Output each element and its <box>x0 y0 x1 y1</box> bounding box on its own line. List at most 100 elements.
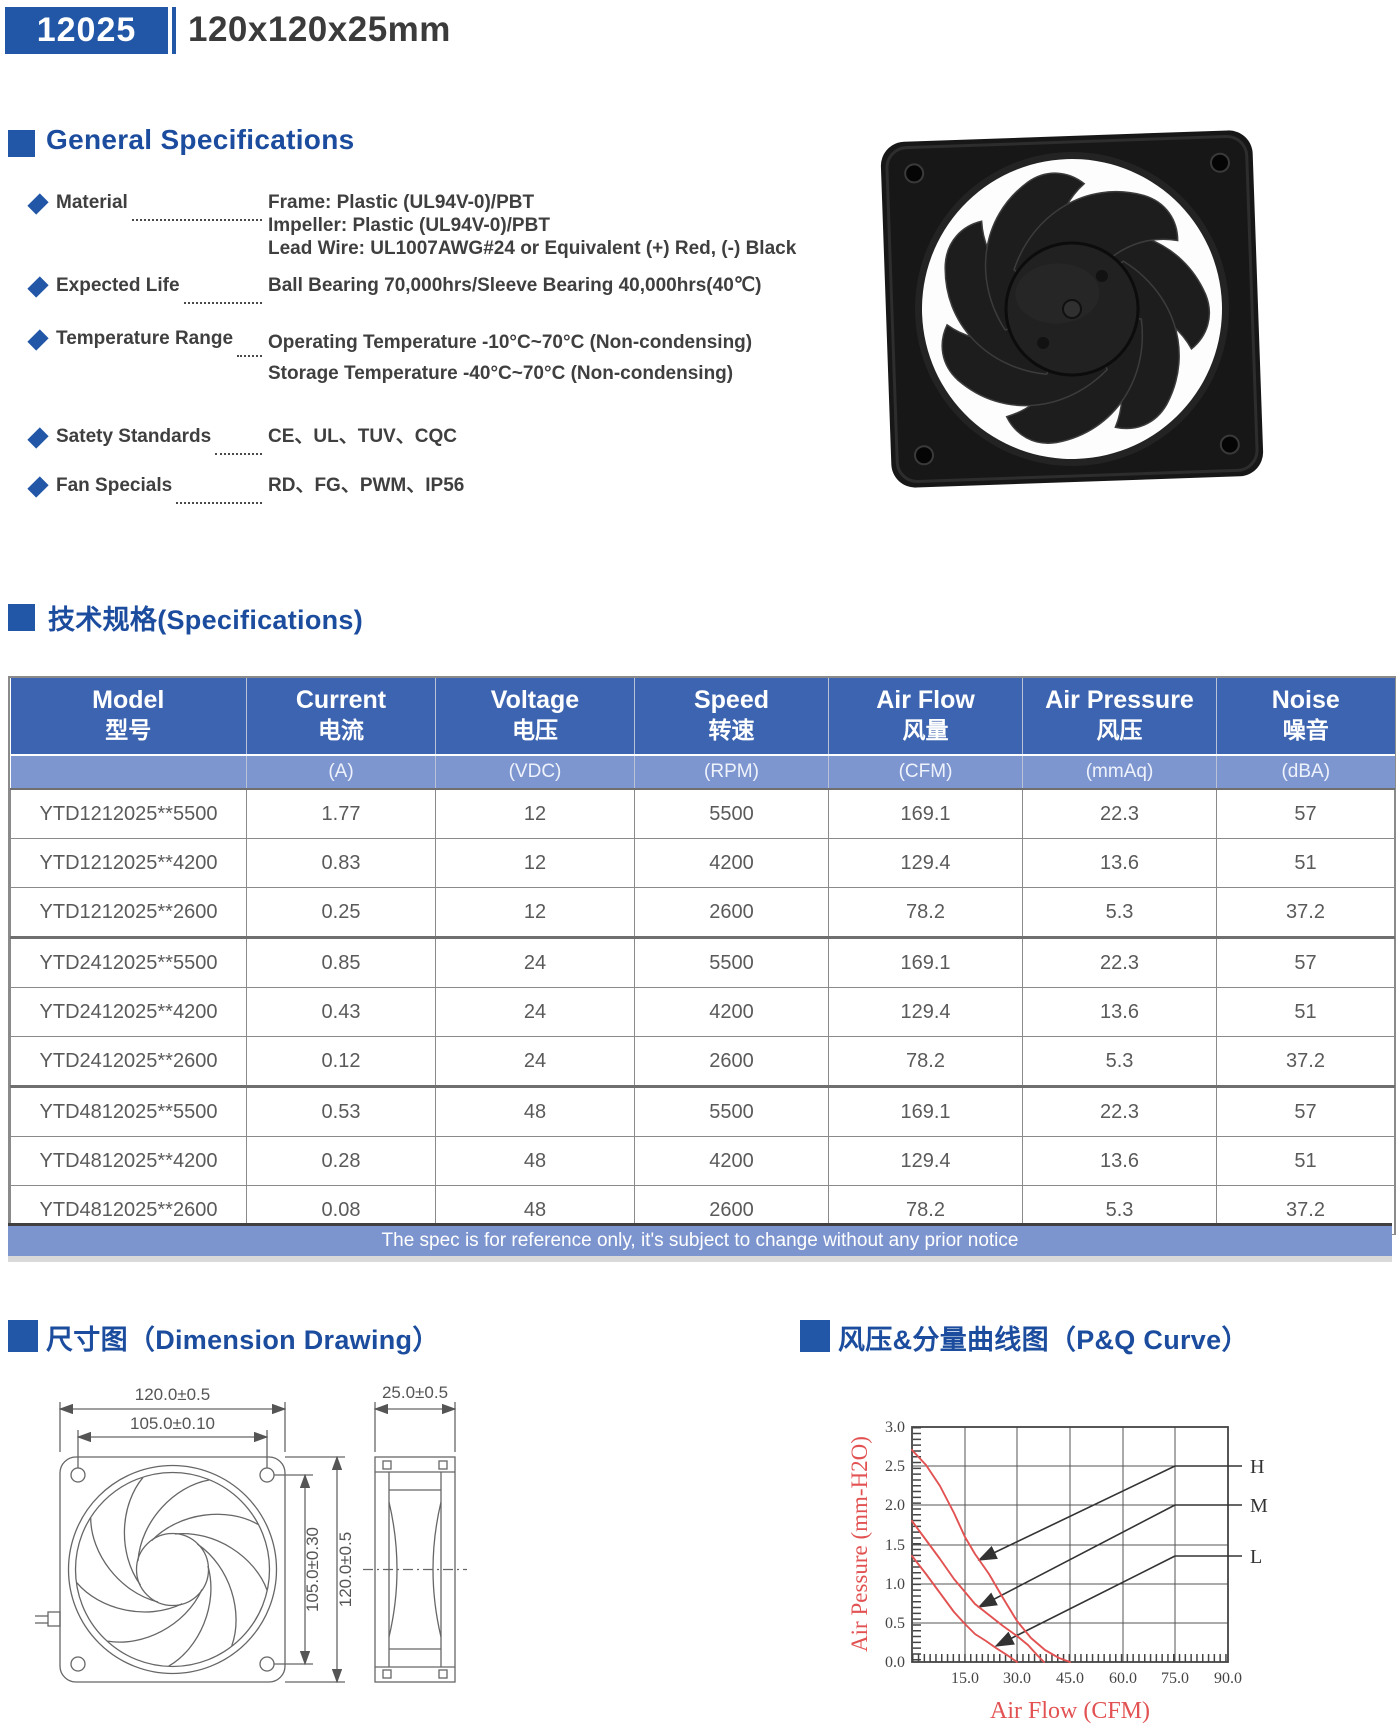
spec-item-expected-life: Expected Life Ball Bearing 70,000hrs/Sle… <box>27 275 870 304</box>
spec-item-safety-standards: Satety Standards CE、UL、TUV、CQC <box>27 426 870 455</box>
col-header-en: Air Flow <box>876 686 975 714</box>
general-specs-title: General Specifications <box>46 124 355 155</box>
pq-curves <box>911 1449 1071 1663</box>
cell: 24 <box>435 987 635 1037</box>
pq-curve-mid <box>911 1520 1045 1663</box>
cell: 13.6 <box>1022 838 1217 888</box>
cell: 22.3 <box>1022 936 1217 988</box>
cell: 24 <box>435 1036 635 1087</box>
dotted-leader <box>176 502 262 504</box>
cell: 4200 <box>634 1136 829 1186</box>
cell: 37.2 <box>1216 1036 1395 1087</box>
col-header-en: Noise <box>1271 686 1340 714</box>
diamond-bullet-icon <box>27 276 49 298</box>
cell: 5.3 <box>1022 887 1217 938</box>
cell: 4200 <box>634 987 829 1037</box>
cell: 12 <box>435 838 635 888</box>
spec-value: Operating Temperature -10°C~70°C (Non-co… <box>268 332 753 353</box>
unit-cell: (RPM) <box>634 754 829 790</box>
cell-model: YTD2412025**4200 <box>10 987 247 1037</box>
col-header-en: Voltage <box>490 686 580 714</box>
diamond-bullet-icon <box>27 476 49 498</box>
y-tick: 1.0 <box>885 1576 905 1593</box>
spec-table: Model 型号 Current 电流 Voltage 电压 Speed 转速 Air … <box>10 678 1395 1235</box>
curve-label-l: L <box>1250 1546 1262 1568</box>
general-spec-list: Material Frame: Plastic (UL94V-0)/PBT Im… <box>27 192 870 504</box>
spec-value: Impeller: Plastic (UL94V-0)/PBT <box>268 215 550 236</box>
cell: 0.85 <box>246 936 436 988</box>
cell: 24 <box>435 936 635 988</box>
model-badge: 12025 <box>5 7 168 54</box>
cell: 0.43 <box>246 987 436 1037</box>
col-header-cn: 型号 <box>105 717 152 743</box>
col-header-cn: 风量 <box>902 717 949 743</box>
cell-model: YTD1212025**4200 <box>10 838 247 888</box>
cell: 169.1 <box>828 788 1023 839</box>
x-axis-title: Air Flow (CFM) <box>990 1698 1150 1724</box>
spec-table-wrapper: Model 型号 Current 电流 Voltage 电压 Speed 转速 Air … <box>8 676 1396 1235</box>
cell: 0.12 <box>246 1036 436 1087</box>
spec-label: Fan Specials <box>56 475 173 496</box>
dotted-leader <box>237 355 262 357</box>
section-square-icon <box>8 130 35 157</box>
table-header-row: Model 型号 Current 电流 Voltage 电压 Speed 转速 Air … <box>10 678 1395 755</box>
x-tick: 45.0 <box>1056 1670 1084 1687</box>
cell: 13.6 <box>1022 1136 1217 1186</box>
cell: 51 <box>1216 838 1395 888</box>
dim-label-height: 120.0±0.5 <box>336 1532 355 1608</box>
dim-label-hole-pitch: 105.0±0.10 <box>130 1414 215 1433</box>
cell: 57 <box>1216 936 1395 988</box>
cell: 129.4 <box>828 838 1023 888</box>
table-row: YTD1212025**2600 0.25 12 2600 78.2 5.3 37.2 <box>10 887 1395 938</box>
page-title: 120x120x25mm <box>188 10 451 49</box>
pq-curve-low <box>911 1555 1018 1663</box>
table-row: YTD2412025**2600 0.12 24 2600 78.2 5.3 37.2 <box>10 1036 1395 1087</box>
cell: 12 <box>435 887 635 938</box>
spec-value: Lead Wire: UL1007AWG#24 or Equivalent (+… <box>268 238 797 259</box>
cell: 22.3 <box>1022 788 1217 839</box>
col-header-cn: 风压 <box>1096 717 1143 743</box>
col-header-en: Model <box>92 686 165 714</box>
table-row: YTD1212025**5500 1.77 12 5500 169.1 22.3 57 <box>10 788 1395 839</box>
spec-label: Satety Standards <box>56 426 212 447</box>
diamond-bullet-icon <box>27 329 49 351</box>
spec-value: Storage Temperature -40°C~70°C (Non-cond… <box>268 363 734 384</box>
spec-label: Material <box>56 192 128 213</box>
dimension-drawing: 120.0±0.5 105.0±0.10 105.0±0.30 120.0±0.… <box>35 1383 467 1684</box>
y-tick: 3.0 <box>885 1419 905 1436</box>
cell-model: YTD4812025**4200 <box>10 1136 247 1186</box>
fan-product-image <box>880 130 1264 488</box>
badge-separator <box>172 7 176 54</box>
col-header-en: Speed <box>693 686 770 714</box>
cell: 78.2 <box>828 887 1023 938</box>
col-header-en: Current <box>295 686 387 714</box>
dim-label-depth: 25.0±0.5 <box>382 1383 448 1402</box>
table-units-row: (A) (VDC) (RPM) (CFM) (mmAq) (dBA) <box>10 754 1395 790</box>
cell: 48 <box>435 1085 635 1137</box>
x-tick: 15.0 <box>951 1670 979 1687</box>
spec-value: RD、FG、PWM、IP56 <box>268 475 465 496</box>
cell: 0.28 <box>246 1136 436 1186</box>
dotted-leader <box>131 219 262 221</box>
dim-label-hole-pitch-v: 105.0±0.30 <box>303 1527 322 1612</box>
cell: 22.3 <box>1022 1085 1217 1137</box>
cell: 169.1 <box>828 1085 1023 1137</box>
unit-cell: (VDC) <box>435 754 635 790</box>
col-header-cn: 电压 <box>512 717 558 743</box>
dim-label-width: 120.0±0.5 <box>135 1385 211 1404</box>
cell: 51 <box>1216 1136 1395 1186</box>
cell: 57 <box>1216 1085 1395 1137</box>
cell: 4200 <box>634 838 829 888</box>
table-row: YTD4812025**5500 0.53 48 5500 169.1 22.3 57 <box>10 1085 1395 1137</box>
cell: 78.2 <box>828 1036 1023 1087</box>
speed-guide-lines <box>977 1465 1242 1647</box>
pq-curve-chart: 3.0 2.5 2.0 1.5 1.0 0.5 0.0 15.0 30.0 45… <box>847 1419 1268 1724</box>
cell: 0.53 <box>246 1085 436 1137</box>
x-tick: 90.0 <box>1214 1670 1242 1687</box>
y-tick: 2.5 <box>885 1458 905 1475</box>
curve-label-h: H <box>1250 1456 1264 1478</box>
col-header-cn: 转速 <box>708 717 755 743</box>
x-tick: 60.0 <box>1109 1670 1137 1687</box>
dimension-drawing-title: 尺寸图（Dimension Drawing） <box>46 1325 440 1355</box>
